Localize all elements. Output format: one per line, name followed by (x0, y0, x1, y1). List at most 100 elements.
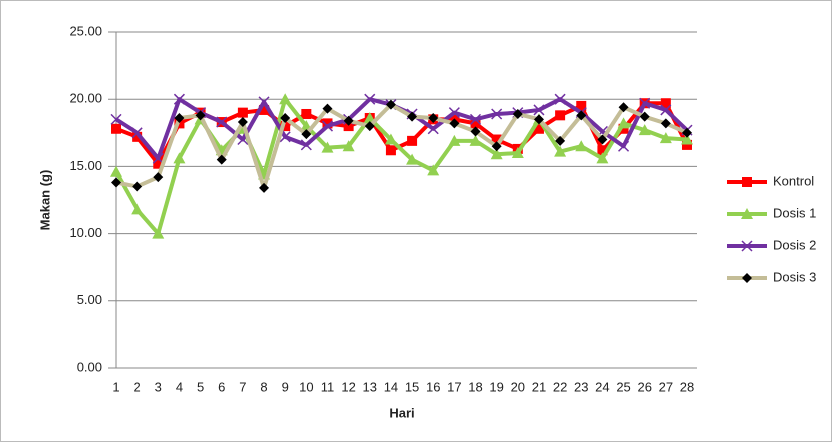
legend-label: Dosis 3 (773, 269, 816, 284)
marker (385, 99, 396, 110)
marker (491, 134, 502, 145)
marker (280, 113, 291, 124)
x-tick-label: 9 (282, 379, 289, 394)
marker (132, 181, 143, 192)
marker (428, 113, 439, 124)
marker (280, 121, 291, 132)
marker (554, 145, 567, 157)
x-tick-label: 15 (405, 379, 419, 394)
marker (491, 108, 503, 120)
marker (173, 93, 185, 105)
marker (427, 164, 440, 176)
x-tick-label: 26 (637, 379, 651, 394)
marker (111, 177, 121, 188)
marker (259, 104, 270, 115)
marker (576, 100, 587, 111)
marker (682, 127, 692, 138)
marker (237, 117, 248, 128)
x-tick-label: 12 (341, 379, 355, 394)
marker (533, 123, 544, 134)
x-tick-label: 2 (134, 379, 141, 394)
y-tick-label: 20.00 (69, 91, 102, 106)
marker (742, 177, 752, 187)
x-axis-title: Hari (389, 405, 414, 420)
x-tick-label: 5 (197, 379, 204, 394)
marker (385, 145, 396, 156)
y-tick-label: 5.00 (77, 292, 102, 307)
x-tick-label: 13 (363, 379, 377, 394)
marker (131, 127, 143, 139)
marker (638, 124, 651, 136)
marker (660, 118, 671, 129)
x-tick-label: 19 (489, 379, 503, 394)
marker (152, 227, 165, 239)
x-tick-label: 17 (447, 379, 461, 394)
x-tick-label: 14 (384, 379, 398, 394)
marker (384, 133, 397, 145)
x-tick-label: 11 (321, 379, 335, 394)
marker (618, 123, 629, 134)
marker (597, 145, 608, 156)
marker (110, 165, 122, 177)
marker (153, 172, 164, 183)
marker (258, 96, 270, 108)
marker (322, 103, 333, 114)
marker (469, 113, 482, 125)
marker (448, 107, 460, 119)
marker (216, 154, 227, 165)
marker (660, 98, 671, 109)
x-tick-label: 8 (260, 379, 267, 394)
marker (741, 240, 753, 252)
x-tick-label: 28 (680, 379, 694, 394)
y-tick-label: 10.00 (69, 225, 102, 240)
marker (533, 104, 545, 116)
marker (576, 110, 587, 121)
y-tick-label: 15.00 (69, 158, 102, 173)
marker (153, 158, 164, 169)
marker (321, 120, 334, 132)
marker (132, 131, 143, 142)
marker (406, 153, 419, 165)
x-tick-label: 27 (659, 379, 673, 394)
marker (555, 110, 566, 121)
marker (427, 123, 439, 135)
marker (575, 140, 588, 152)
marker (173, 152, 186, 164)
marker (110, 113, 122, 125)
marker (279, 93, 292, 105)
x-tick-label: 21 (532, 379, 546, 394)
marker (555, 135, 566, 146)
marker (448, 134, 461, 146)
marker (407, 135, 418, 146)
y-tick-label: 0.00 (77, 359, 102, 374)
marker (321, 141, 334, 153)
marker (596, 152, 609, 164)
marker (301, 108, 312, 119)
marker (131, 203, 144, 215)
marker (659, 132, 672, 144)
x-tick-label: 18 (468, 379, 482, 394)
x-tick-label: 16 (426, 379, 440, 394)
marker (237, 107, 248, 118)
marker (742, 273, 752, 283)
marker (554, 93, 566, 105)
marker (639, 97, 651, 109)
marker (216, 116, 228, 128)
marker (449, 118, 460, 129)
marker (342, 140, 355, 152)
marker (174, 113, 185, 124)
marker (470, 118, 481, 129)
marker (511, 146, 524, 158)
marker (195, 110, 206, 121)
legend-label: Dosis 1 (773, 205, 816, 220)
marker (301, 129, 312, 140)
marker (300, 139, 312, 151)
marker (364, 93, 376, 105)
marker (490, 148, 503, 160)
marker (322, 118, 333, 129)
marker (111, 123, 121, 134)
x-tick-label: 1 (112, 379, 119, 394)
marker (343, 121, 354, 132)
